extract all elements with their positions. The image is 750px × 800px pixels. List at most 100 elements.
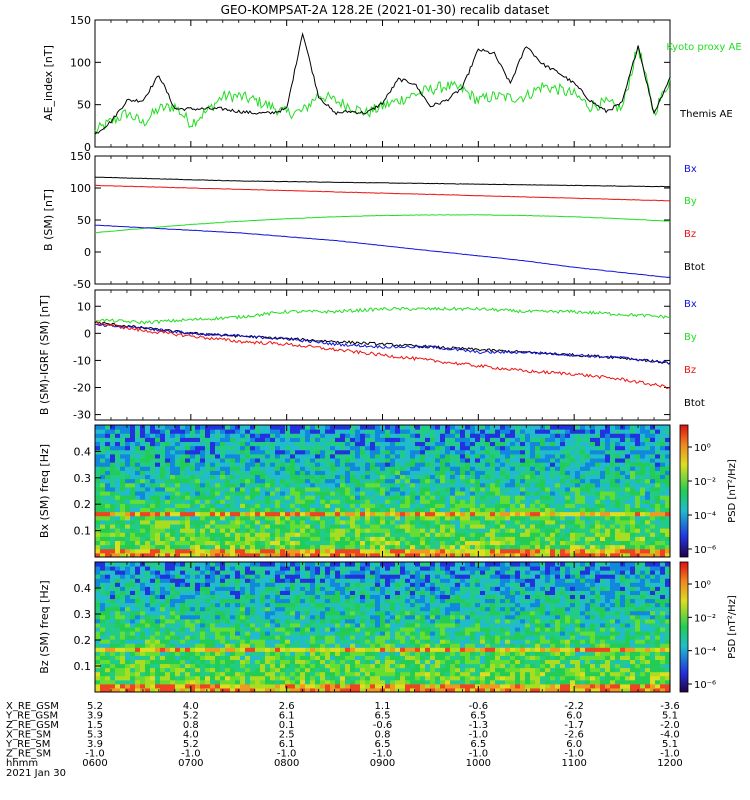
b-sm-ylabel: B (SM) [nT] bbox=[42, 189, 55, 251]
ephemeris-cell: 1000 bbox=[466, 758, 491, 769]
ae-yticks: 0 50 100 150 bbox=[70, 14, 671, 154]
ephemeris-cell: 2.5 bbox=[279, 730, 295, 741]
ephemeris-cell: -0.6 bbox=[469, 701, 489, 712]
ephemeris-cell: 0.8 bbox=[375, 730, 391, 741]
ephemeris-cell: 1.1 bbox=[375, 701, 391, 712]
ephemeris-cell: 1100 bbox=[561, 758, 586, 769]
ephemeris-cell: -0.6 bbox=[373, 720, 393, 731]
ephemeris-cell: 6.0 bbox=[566, 711, 582, 722]
bz-spectrogram-heatmap bbox=[95, 562, 671, 693]
ephemeris-cell: 6.1 bbox=[279, 739, 295, 750]
bx-colorbar bbox=[679, 424, 689, 558]
legend-by: By bbox=[684, 196, 697, 207]
bx-spectrogram-panel: Bx (SM) freq [Hz] 0.10.20.30.4 10⁰10⁻²10… bbox=[38, 424, 738, 558]
ytick-label: 50 bbox=[77, 214, 91, 227]
colorbar-tick-label: 10⁻² bbox=[694, 477, 716, 488]
ytick-label: -30 bbox=[73, 409, 91, 422]
bx-colorbar-ticks: 10⁰ 10⁻² 10⁻⁴ 10⁻⁶ bbox=[688, 443, 716, 556]
ephemeris-row-label: Y_RE_SM bbox=[5, 739, 50, 750]
b-sm-yticks: -50 0 50 100 150 bbox=[70, 150, 671, 291]
ytick-label: 0 bbox=[84, 141, 91, 154]
ytick-label: -10 bbox=[73, 354, 91, 367]
series-line-bx bbox=[94, 323, 671, 365]
ephemeris-cell: -1.0 bbox=[469, 749, 489, 760]
b-sm-lines bbox=[94, 176, 671, 278]
ephemeris-cell: 5.2 bbox=[183, 711, 199, 722]
ae-panel-frame bbox=[94, 19, 671, 148]
ephemeris-cell: -1.0 bbox=[277, 749, 297, 760]
ae-ylabel: AE_index [nT] bbox=[42, 45, 55, 121]
ephemeris-row-label: X_RE_GSM bbox=[6, 701, 59, 712]
ephemeris-cell: 6.0 bbox=[566, 739, 582, 750]
colorbar-tick-label: 10⁰ bbox=[694, 443, 711, 454]
series-line-bz bbox=[94, 184, 670, 202]
ephemeris-table: X_RE_GSMY_RE_GSMZ_RE_GSMX_RE_SMY_RE_SMZ_… bbox=[5, 701, 683, 769]
ephemeris-row-label: Y_RE_GSM bbox=[5, 711, 58, 722]
ephemeris-cell: -4.0 bbox=[660, 730, 680, 741]
ephemeris-cell: 0.8 bbox=[183, 720, 199, 731]
ephemeris-cell: 4.0 bbox=[183, 730, 199, 741]
ephemeris-row-label: X_RE_SM bbox=[6, 730, 51, 741]
ephemeris-cell: 1200 bbox=[657, 758, 682, 769]
b-igrf-ylabel: B (SM)-IGRF (SM) [nT] bbox=[38, 295, 51, 415]
freq-tick-label: 0.1 bbox=[74, 660, 92, 673]
colorbar-tick-label: 10⁻² bbox=[694, 613, 716, 624]
ephemeris-cell: 0800 bbox=[274, 758, 299, 769]
series-line-themis-ae bbox=[94, 32, 671, 135]
ytick-label: 150 bbox=[70, 150, 91, 163]
bx-spectrogram-yticks: 0.1 0.2 0.3 0.4 bbox=[74, 425, 671, 557]
legend-bz-igrf: Bz bbox=[684, 365, 696, 376]
legend-bx: Bx bbox=[684, 164, 697, 175]
legend-bx-igrf: Bx bbox=[684, 299, 697, 310]
ephemeris-cell: 3.9 bbox=[87, 711, 103, 722]
bz-colorbar bbox=[679, 561, 689, 693]
ephemeris-cell: -1.0 bbox=[181, 749, 201, 760]
ephemeris-cell: -3.6 bbox=[660, 701, 680, 712]
ytick-label: 50 bbox=[77, 99, 91, 112]
ytick-label: 150 bbox=[70, 14, 91, 27]
colorbar-tick-label: 10⁻⁴ bbox=[694, 647, 716, 658]
ephemeris-cell: 2.6 bbox=[279, 701, 295, 712]
freq-tick-label: 0.2 bbox=[74, 498, 92, 511]
ephemeris-row-label: Z_RE_GSM bbox=[6, 720, 59, 731]
ephemeris-row-label: Z_RE_SM bbox=[6, 749, 51, 760]
ephemeris-cell: 5.2 bbox=[183, 739, 199, 750]
freq-tick-label: 0.4 bbox=[74, 445, 92, 458]
ephemeris-cell: 6.5 bbox=[470, 711, 486, 722]
bz-spectrogram-panel: Bz (SM) freq [Hz] 0.10.20.30.4 10⁰10⁻²10… bbox=[38, 561, 738, 693]
ytick-label: 0 bbox=[84, 327, 91, 340]
ytick-label: -50 bbox=[73, 278, 91, 291]
legend-bz: Bz bbox=[684, 229, 696, 240]
b-sm-panel: B (SM) [nT] -50 0 50 100 150 Bx By Bz Btot bbox=[42, 150, 705, 291]
ephemeris-cell: 5.1 bbox=[662, 739, 678, 750]
ephemeris-cell: -1.3 bbox=[469, 720, 489, 731]
b-igrf-lines bbox=[94, 306, 671, 390]
ephemeris-cell: 6.5 bbox=[375, 739, 391, 750]
ae-lines bbox=[94, 32, 671, 135]
bx-spectrogram-ylabel: Bx (SM) freq [Hz] bbox=[38, 444, 51, 538]
freq-tick-label: 0.2 bbox=[74, 634, 92, 647]
freq-tick-label: 0.3 bbox=[74, 472, 92, 485]
ephemeris-cell: -1.0 bbox=[469, 730, 489, 741]
ephemeris-cell: 4.0 bbox=[183, 701, 199, 712]
ephemeris-cell: 6.5 bbox=[470, 739, 486, 750]
ephemeris-cell: 0600 bbox=[82, 758, 107, 769]
ae-index-panel: AE_index [nT] 0 50 100 150 Kyoto proxy AE T… bbox=[42, 14, 742, 154]
ephemeris-cell: -2.2 bbox=[564, 701, 584, 712]
ephemeris-cell: -1.0 bbox=[373, 749, 393, 760]
ephemeris-cell: 1.5 bbox=[87, 720, 103, 731]
ephemeris-cell: -1.7 bbox=[564, 720, 584, 731]
colorbar-tick-label: 10⁻⁶ bbox=[694, 680, 716, 691]
ephemeris-cell: -2.0 bbox=[660, 720, 680, 731]
ephemeris-cell: 6.1 bbox=[279, 711, 295, 722]
ephemeris-row-label: hhmm bbox=[6, 758, 38, 769]
ephemeris-cell: 5.3 bbox=[87, 730, 103, 741]
series-line-bx bbox=[94, 224, 671, 278]
bx-spectrogram-heatmap bbox=[95, 425, 671, 558]
bz-colorbar-label: PSD [nT²/Hz] bbox=[727, 595, 738, 659]
bx-colorbar-label: PSD [nT²/Hz] bbox=[727, 459, 738, 523]
b-sm-panel-frame bbox=[94, 155, 671, 285]
series-line-by bbox=[94, 306, 671, 325]
ytick-label: -20 bbox=[73, 382, 91, 395]
